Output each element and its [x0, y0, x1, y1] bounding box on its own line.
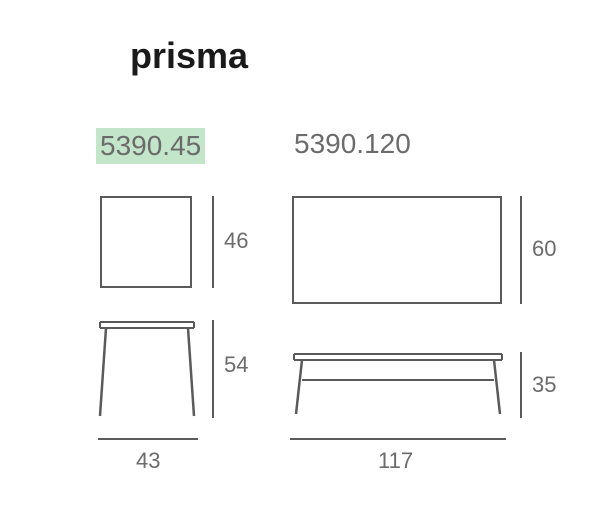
sku-left[interactable]: 5390.45 — [96, 128, 205, 164]
dim-bar-right-width — [290, 438, 506, 440]
dim-left-top: 46 — [224, 228, 248, 254]
dim-bar-left-width — [98, 438, 198, 440]
dim-bar-right-side — [520, 352, 522, 418]
dim-left-side: 54 — [224, 352, 248, 378]
dim-bar-right-top — [520, 196, 522, 304]
left-side-view — [96, 320, 198, 418]
left-top-view — [100, 196, 192, 288]
dim-right-top: 60 — [532, 236, 556, 262]
right-side-view — [290, 352, 506, 418]
right-top-view — [292, 196, 502, 304]
dim-bar-left-top — [212, 196, 214, 288]
dim-left-width: 43 — [136, 448, 160, 474]
dim-right-width: 117 — [378, 448, 413, 474]
dim-right-side: 35 — [532, 372, 556, 398]
product-title: prisma — [130, 35, 248, 77]
dim-bar-left-side — [212, 320, 214, 418]
sku-right[interactable]: 5390.120 — [294, 128, 411, 160]
